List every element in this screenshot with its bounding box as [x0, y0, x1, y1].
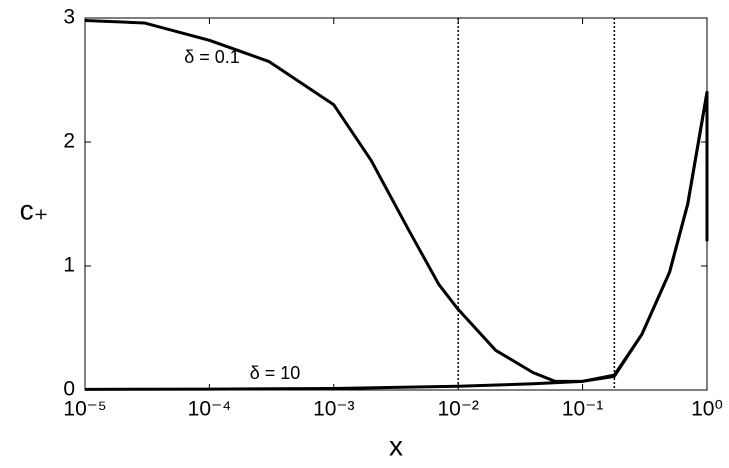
x-axis-label: x	[389, 430, 403, 461]
y-tick-label: 1	[63, 254, 75, 277]
y-tick-label: 2	[63, 130, 75, 153]
y-axis-label: c₊	[20, 194, 49, 225]
y-tick-label: 3	[63, 6, 75, 29]
x-tick-label: 10⁻⁵	[63, 398, 106, 421]
y-tick-label: 0	[63, 378, 75, 401]
series-label: δ = 0.1	[184, 47, 240, 67]
x-tick-label: 10⁻¹	[562, 398, 603, 421]
x-tick-label: 10⁰	[691, 398, 723, 421]
x-tick-label: 10⁻²	[437, 398, 478, 421]
x-tick-label: 10⁻³	[313, 398, 354, 421]
x-tick-label: 10⁻⁴	[188, 398, 231, 421]
line	[84, 90, 709, 391]
series-label: δ = 10	[250, 363, 301, 383]
